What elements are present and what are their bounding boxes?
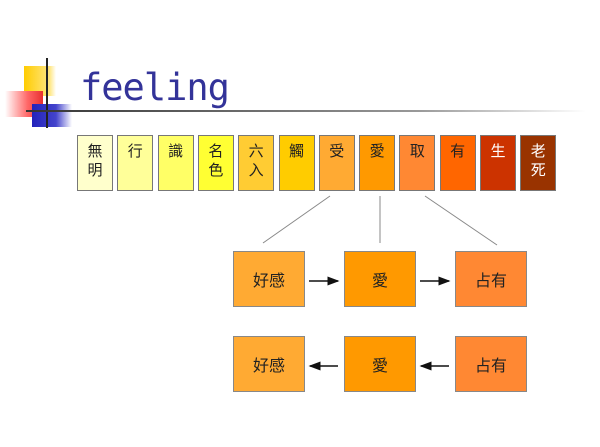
chain-link: 生 [480, 135, 516, 191]
chain-link: 有 [439, 135, 476, 191]
chain-link-label: 生 [490, 142, 506, 160]
chain-link: 老死 [520, 135, 557, 191]
chain-link: 取 [399, 135, 436, 191]
chain-link-label: 識 [168, 142, 184, 160]
chain-link-label: 六入 [248, 142, 264, 179]
chain-link-label: 行 [127, 142, 143, 160]
chain-link-label: 無明 [87, 142, 103, 179]
chain-link: 行 [117, 135, 154, 191]
chain-link: 觸 [278, 135, 315, 191]
box-goodwill: 好感 [233, 336, 305, 392]
chain-link: 無明 [77, 135, 113, 191]
chain-link-label: 名色 [208, 142, 224, 179]
chain-link: 名色 [197, 135, 234, 191]
chain-link-label: 老死 [530, 142, 546, 179]
box-love: 愛 [344, 251, 416, 307]
chain-link-label: 受 [329, 142, 345, 160]
connector-line [262, 195, 331, 244]
chain-link-label: 觸 [288, 142, 304, 160]
chain-link: 六入 [238, 135, 275, 191]
chain-link-label: 有 [450, 142, 466, 160]
chain-link-label: 取 [409, 142, 425, 160]
connector-line [424, 195, 498, 246]
chain-link: 識 [157, 135, 194, 191]
chain-link: 愛 [359, 135, 396, 191]
box-goodwill: 好感 [233, 251, 305, 307]
chain-link: 受 [318, 135, 355, 191]
box-possession: 占有 [455, 336, 527, 392]
box-possession: 占有 [455, 251, 527, 307]
slide-title: feeling [80, 66, 230, 109]
chain-link-label: 愛 [369, 142, 385, 160]
box-love: 愛 [344, 336, 416, 392]
